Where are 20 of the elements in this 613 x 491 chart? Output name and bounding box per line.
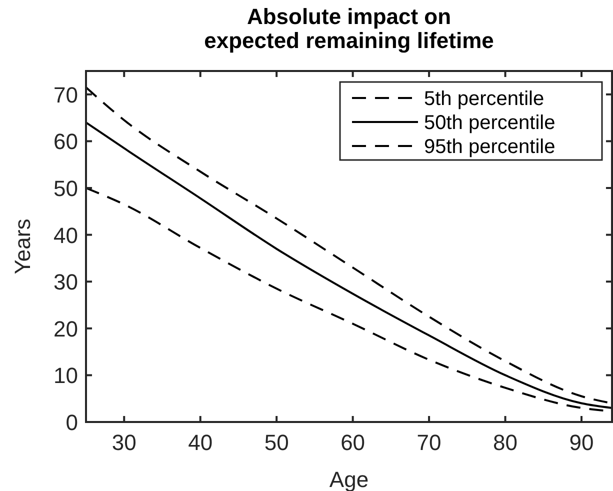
y-tick-label: 50 — [54, 176, 78, 201]
legend-label: 5th percentile — [424, 88, 544, 110]
y-tick-label: 70 — [54, 82, 78, 108]
y-tick-label: 0 — [66, 410, 78, 435]
x-tick-label: 60 — [340, 430, 366, 455]
y-tick-label: 10 — [54, 363, 78, 388]
x-tick-label: 30 — [112, 430, 136, 455]
y-tick-label: 30 — [54, 270, 78, 295]
y-tick-label: 40 — [54, 222, 78, 248]
x-tick-label: 80 — [493, 430, 518, 455]
chart-title: Absolute impact on expected remaining lifetime — [204, 4, 494, 53]
y-axis-title: Years — [10, 218, 35, 274]
y-tick-label: 60 — [54, 129, 78, 154]
x-tick-label: 40 — [188, 430, 213, 455]
legend-label: 50th percentile — [424, 112, 556, 134]
x-tick-label: 50 — [264, 430, 289, 455]
y-tick-label: 20 — [54, 316, 78, 342]
legend-label: 95th percentile — [424, 136, 556, 158]
x-tick-label: 90 — [569, 430, 594, 455]
x-tick-label: 70 — [416, 430, 442, 455]
